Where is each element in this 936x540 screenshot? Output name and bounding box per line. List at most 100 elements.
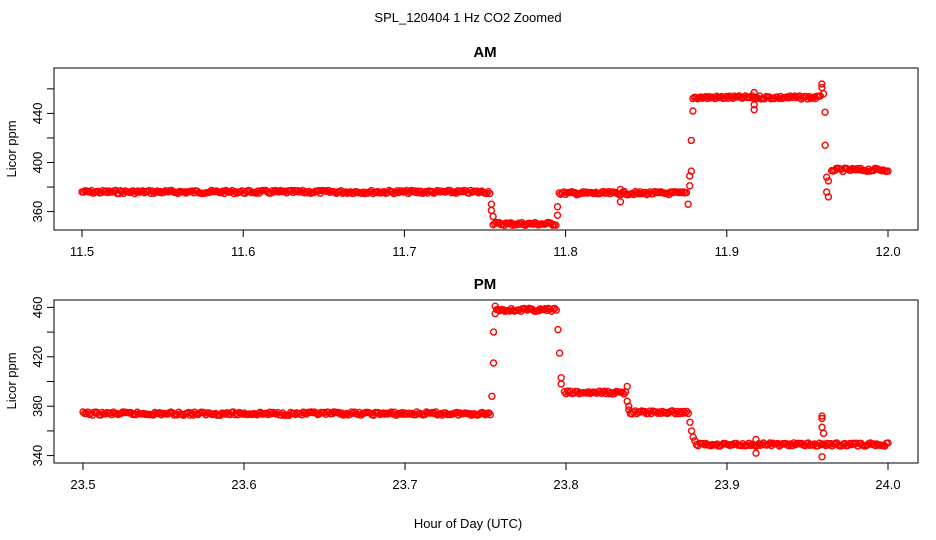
am-y-tick-label: 400 bbox=[30, 152, 45, 174]
am-data-point bbox=[482, 189, 491, 198]
am-data-point bbox=[819, 90, 828, 98]
pm-data-point bbox=[625, 406, 633, 414]
pm-data-point bbox=[681, 409, 689, 417]
am-series-points bbox=[78, 80, 892, 230]
pm-data-point bbox=[686, 418, 694, 426]
am-data-point bbox=[616, 185, 625, 194]
pm-x-tick-label: 23.9 bbox=[714, 477, 739, 492]
pm-data-point bbox=[486, 411, 494, 419]
pm-x-tick-label: 23.8 bbox=[553, 477, 578, 492]
pm-x-axis: 23.5 23.6 23.7 23.8 23.9 24.0 bbox=[70, 462, 901, 492]
pm-plot-frame bbox=[53, 299, 919, 464]
pm-data-point bbox=[818, 414, 826, 423]
am-x-axis: 11.5 11.6 11.7 11.8 11.9 12.0 bbox=[70, 229, 901, 259]
am-y-tick-label: 360 bbox=[30, 201, 45, 223]
am-data-point bbox=[484, 187, 492, 196]
pm-data-point bbox=[815, 439, 823, 447]
am-x-tick-label: 11.7 bbox=[392, 244, 416, 259]
pm-data-point bbox=[491, 309, 499, 318]
pm-data-point bbox=[884, 439, 892, 447]
pm-data-point bbox=[554, 325, 562, 334]
am-data-point bbox=[686, 182, 694, 190]
pm-data-point bbox=[489, 359, 498, 367]
am-y-axis-title: Licor ppm bbox=[4, 120, 19, 177]
pm-data-point bbox=[818, 453, 826, 461]
pm-y-axis-title: Licor ppm bbox=[4, 352, 19, 409]
pm-data-point bbox=[752, 449, 760, 457]
am-data-point bbox=[784, 94, 793, 102]
pm-data-point bbox=[534, 307, 543, 315]
am-panel: AM Licor ppm 11.5 11.6 11.7 11.8 11.9 12.0 36… bbox=[4, 44, 919, 259]
am-data-point bbox=[553, 202, 562, 211]
pm-data-point bbox=[687, 427, 696, 435]
pm-data-point bbox=[489, 328, 498, 336]
pm-data-point bbox=[818, 423, 826, 431]
am-data-point bbox=[824, 193, 833, 201]
x-axis-title: Hour of Day (UTC) bbox=[414, 516, 522, 531]
am-y-axis: 360 400 440 bbox=[30, 88, 54, 223]
am-data-point bbox=[294, 186, 302, 195]
pm-data-point bbox=[684, 409, 693, 418]
am-data-point bbox=[847, 166, 855, 174]
am-data-point bbox=[103, 188, 112, 197]
am-data-point bbox=[821, 141, 829, 150]
am-data-point bbox=[823, 173, 831, 181]
am-data-point bbox=[750, 88, 758, 97]
pm-y-axis: 340 380 420 460 bbox=[30, 297, 54, 467]
am-data-point bbox=[722, 92, 731, 101]
am-data-point bbox=[689, 107, 697, 115]
pm-data-point bbox=[752, 435, 760, 444]
pm-data-point bbox=[221, 410, 229, 418]
am-data-point bbox=[821, 108, 829, 116]
am-data-point bbox=[791, 92, 799, 100]
pm-data-point bbox=[819, 429, 828, 438]
pm-data-point bbox=[555, 349, 564, 357]
am-data-point bbox=[616, 198, 625, 206]
am-x-tick-label: 11.6 bbox=[231, 244, 255, 259]
pm-data-point bbox=[818, 412, 826, 420]
am-data-point bbox=[818, 80, 826, 88]
am-data-point bbox=[750, 105, 758, 114]
pm-data-point bbox=[82, 409, 90, 418]
pm-data-point bbox=[618, 388, 626, 396]
am-data-point bbox=[853, 164, 862, 173]
am-data-point bbox=[687, 136, 695, 145]
pm-data-point bbox=[625, 402, 633, 410]
am-x-tick-label: 12.0 bbox=[875, 244, 900, 259]
pm-data-point bbox=[565, 389, 573, 397]
am-data-point bbox=[188, 187, 197, 195]
pm-data-point bbox=[873, 440, 881, 448]
figure-title: SPL_120404 1 Hz CO2 Zoomed bbox=[374, 10, 561, 25]
pm-panel: PM Licor ppm 23.5 23.6 23.7 23.8 23.9 24.0 34… bbox=[4, 276, 919, 492]
am-panel-title: AM bbox=[473, 44, 496, 61]
pm-data-point bbox=[485, 409, 493, 417]
pm-data-point bbox=[541, 305, 549, 313]
am-data-point bbox=[750, 101, 758, 109]
am-x-tick-label: 11.9 bbox=[715, 244, 739, 259]
pm-x-tick-label: 23.5 bbox=[70, 477, 95, 492]
pm-x-tick-label: 23.6 bbox=[231, 477, 256, 492]
am-data-point bbox=[487, 206, 496, 215]
am-data-point bbox=[636, 188, 644, 196]
am-data-point bbox=[391, 188, 400, 197]
pm-x-tick-label: 24.0 bbox=[875, 477, 900, 492]
pm-data-point bbox=[266, 408, 274, 416]
pm-data-point bbox=[557, 374, 565, 382]
pm-data-point bbox=[491, 302, 499, 310]
pm-series-points bbox=[79, 302, 892, 461]
pm-y-tick-label: 460 bbox=[30, 297, 45, 319]
am-x-tick-label: 11.8 bbox=[553, 244, 577, 259]
am-x-tick-label: 11.5 bbox=[70, 244, 94, 259]
pm-y-tick-label: 340 bbox=[30, 445, 45, 467]
pm-y-tick-label: 380 bbox=[30, 395, 45, 417]
pm-data-point bbox=[825, 441, 833, 449]
am-plot-frame bbox=[53, 67, 919, 231]
pm-data-point bbox=[552, 306, 560, 314]
pm-data-point bbox=[557, 380, 565, 388]
pm-data-point bbox=[689, 433, 697, 441]
pm-y-tick-label: 420 bbox=[30, 346, 45, 368]
pm-data-point bbox=[488, 392, 496, 400]
am-data-point bbox=[644, 189, 652, 198]
am-data-point bbox=[230, 189, 238, 198]
